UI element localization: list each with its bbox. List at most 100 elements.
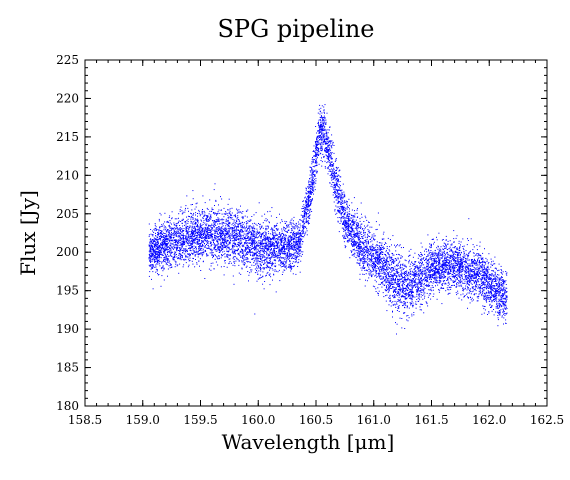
- data-point: [496, 276, 498, 278]
- data-point: [446, 243, 448, 245]
- data-point: [506, 291, 508, 293]
- data-point: [275, 248, 277, 249]
- data-point: [466, 283, 468, 285]
- data-point: [433, 273, 435, 275]
- data-point: [208, 229, 210, 231]
- data-point: [206, 216, 208, 218]
- data-point: [251, 245, 253, 247]
- data-point: [268, 254, 270, 256]
- data-point: [286, 258, 288, 260]
- data-point: [227, 232, 229, 234]
- data-point: [241, 251, 243, 253]
- data-point: [305, 209, 307, 211]
- data-point: [343, 202, 345, 204]
- data-point: [367, 263, 369, 265]
- data-point: [469, 265, 471, 267]
- data-point: [355, 219, 357, 221]
- data-point: [313, 150, 315, 152]
- data-point: [182, 219, 184, 221]
- data-point: [307, 216, 309, 218]
- data-point: [333, 167, 335, 169]
- data-point: [318, 108, 320, 110]
- data-point: [466, 244, 468, 246]
- data-point: [396, 292, 398, 294]
- data-point: [306, 202, 307, 204]
- data-point: [285, 241, 287, 243]
- data-point: [329, 148, 331, 150]
- data-point: [226, 248, 228, 250]
- data-point: [238, 209, 240, 211]
- data-point: [454, 259, 456, 261]
- data-point: [291, 256, 293, 258]
- data-point: [498, 299, 500, 301]
- data-point: [496, 300, 498, 302]
- data-point: [459, 267, 461, 269]
- data-point: [226, 255, 228, 257]
- data-point: [413, 281, 415, 283]
- data-point: [236, 258, 238, 260]
- data-point: [475, 284, 477, 286]
- data-point: [228, 248, 230, 249]
- data-point: [245, 253, 247, 255]
- data-point: [495, 285, 497, 287]
- data-point: [195, 223, 197, 225]
- data-point: [319, 125, 321, 127]
- data-point: [357, 237, 359, 238]
- data-point: [319, 111, 321, 113]
- data-point: [336, 190, 338, 192]
- data-point: [181, 246, 183, 248]
- data-point: [228, 229, 230, 231]
- data-point: [429, 274, 431, 275]
- data-point: [411, 286, 413, 288]
- data-point: [254, 253, 256, 255]
- data-point: [190, 218, 192, 220]
- data-point: [336, 189, 338, 191]
- data-point: [266, 257, 267, 259]
- data-point: [427, 285, 429, 287]
- data-point: [167, 251, 168, 253]
- data-point: [166, 262, 168, 264]
- data-point: [225, 240, 227, 242]
- data-point: [237, 219, 239, 220]
- data-point: [203, 232, 205, 234]
- data-point: [204, 214, 206, 216]
- data-point: [505, 271, 507, 272]
- data-point: [213, 244, 215, 246]
- data-point: [323, 141, 325, 143]
- data-point: [299, 254, 301, 256]
- data-point: [379, 271, 381, 273]
- data-point: [308, 187, 309, 189]
- data-point: [409, 291, 411, 293]
- data-point: [490, 289, 492, 290]
- data-point: [320, 145, 322, 147]
- data-point: [152, 239, 154, 241]
- data-point: [264, 258, 266, 260]
- data-point: [220, 246, 222, 248]
- data-point: [453, 242, 455, 243]
- data-point: [435, 272, 437, 274]
- data-point: [371, 255, 373, 257]
- data-point: [166, 238, 168, 240]
- data-point: [427, 285, 428, 287]
- data-point: [439, 265, 441, 267]
- data-point: [431, 290, 433, 292]
- data-point: [230, 227, 232, 229]
- data-point: [177, 264, 179, 266]
- data-point: [418, 294, 420, 295]
- data-point: [403, 290, 405, 292]
- data-point: [477, 265, 479, 267]
- data-point: [211, 252, 213, 254]
- data-point: [483, 266, 485, 268]
- data-point: [361, 269, 363, 271]
- data-point: [315, 157, 317, 159]
- data-point: [259, 277, 261, 279]
- data-point: [187, 256, 189, 258]
- data-point: [440, 286, 442, 288]
- data-point: [335, 178, 337, 180]
- data-point: [430, 256, 432, 258]
- data-point: [243, 253, 245, 255]
- data-point: [244, 227, 246, 229]
- data-point: [148, 264, 150, 266]
- data-point: [293, 231, 295, 233]
- data-point: [290, 246, 292, 248]
